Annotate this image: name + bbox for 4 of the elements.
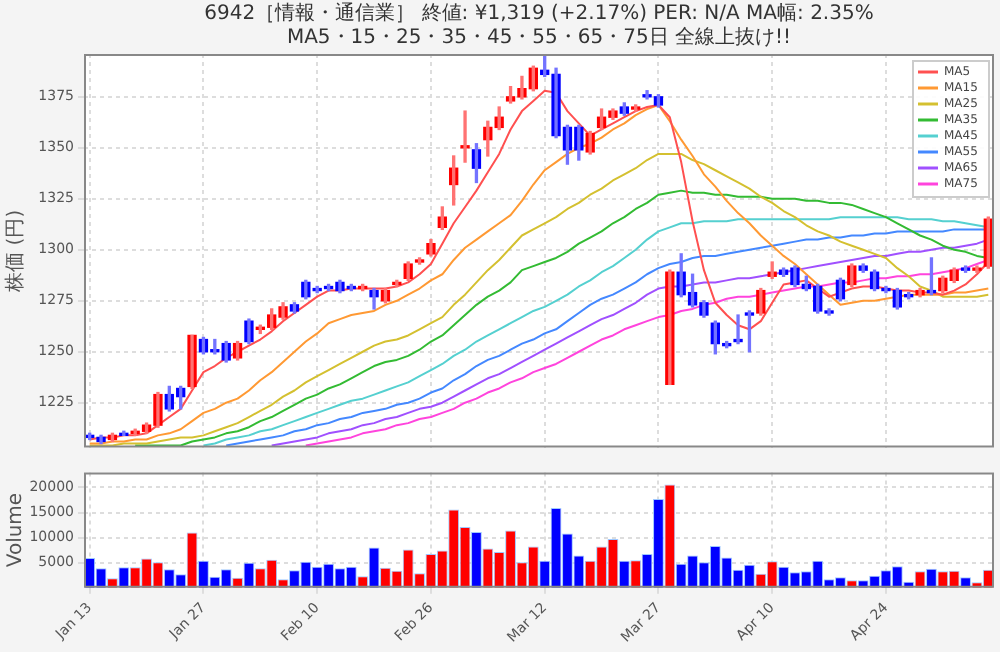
chart-subtitle: MA5・15・25・35・45・55・65・75日 全線上抜け!! bbox=[286, 25, 792, 50]
y-axis-title: Volume bbox=[5, 492, 28, 568]
chart-title: 6942［情報・通信業］ 終値: ¥1,319 (+2.17%) PER: N/A MA幅: 2.35% bbox=[204, 1, 874, 26]
y-axis-title: 株価 (円) bbox=[3, 209, 28, 294]
